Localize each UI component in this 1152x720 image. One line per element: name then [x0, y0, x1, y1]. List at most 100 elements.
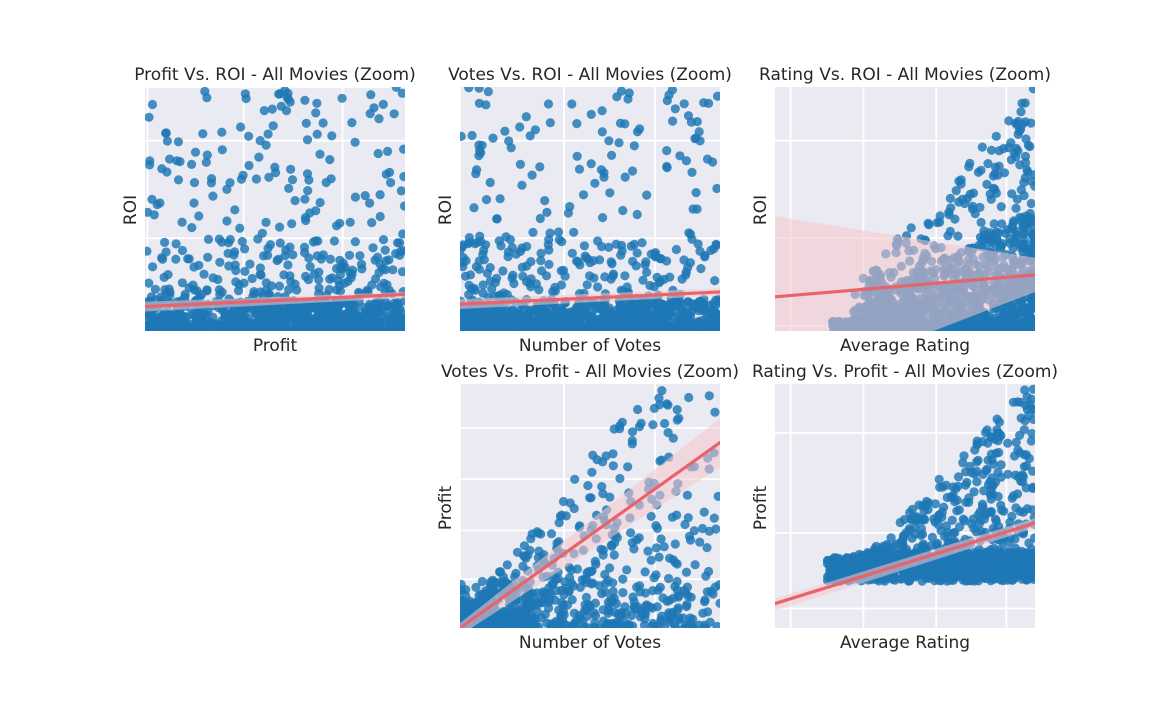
scatter-point: [364, 302, 374, 312]
scatter-point: [461, 256, 471, 266]
scatter-point: [708, 157, 718, 167]
scatter-point: [498, 266, 508, 276]
scatter-point: [214, 285, 224, 295]
scatter-point: [152, 199, 162, 210]
scatter-point: [609, 550, 619, 560]
scatter-point: [530, 125, 541, 135]
scatter-point: [146, 314, 156, 324]
scatter-point: [301, 118, 311, 128]
scatter-point: [488, 133, 498, 143]
scatter-point: [335, 255, 345, 265]
scatter-point: [688, 300, 698, 310]
scatter-point: [507, 242, 517, 253]
scatter-point: [337, 93, 347, 103]
scatter-point: [627, 166, 638, 176]
plot-area: [145, 87, 405, 331]
scatter-point: [712, 183, 720, 194]
scatter-point: [148, 262, 158, 272]
scatter-point: [557, 237, 567, 247]
scatter-point: [1020, 117, 1030, 127]
scatter-point: [499, 309, 509, 319]
scatter-point: [200, 87, 210, 96]
scatter-point: [605, 188, 615, 198]
scatter-point: [145, 112, 154, 122]
scatter-point: [674, 413, 684, 423]
scatter-point: [300, 95, 310, 105]
scatter-point: [558, 615, 568, 625]
scatter-point: [1013, 129, 1023, 139]
scatter-point: [536, 256, 546, 266]
scatter-point: [663, 428, 673, 438]
scatter-point: [544, 259, 554, 269]
scatter-point: [672, 324, 682, 331]
scatter-point: [521, 112, 531, 122]
scatter-point: [173, 175, 184, 185]
scatter-point: [484, 589, 494, 599]
scatter-point: [240, 244, 250, 254]
scatter-point: [593, 236, 603, 246]
scatter-point: [934, 474, 944, 484]
scatter-point: [146, 292, 156, 302]
scatter-point: [350, 137, 360, 147]
scatter-point: [589, 273, 599, 283]
scatter-point: [709, 513, 719, 523]
scatter-point: [962, 477, 972, 488]
scatter-point: [485, 622, 495, 628]
scatter-point: [964, 162, 974, 172]
scatter-point: [274, 89, 284, 99]
scatter-point: [986, 145, 997, 155]
scatter-point: [507, 273, 517, 283]
scatter-point: [608, 461, 618, 471]
scatter-point: [646, 511, 656, 521]
scatter-point: [486, 577, 496, 587]
scatter-point: [990, 316, 1001, 326]
scatter-point: [381, 256, 391, 266]
scatter-point: [460, 242, 467, 252]
scatter-point: [618, 574, 628, 584]
y-axis-label: ROI: [121, 195, 141, 225]
scatter-point: [525, 307, 535, 317]
scatter-point: [481, 100, 491, 110]
scatter-point: [177, 217, 187, 227]
scatter-point: [575, 325, 585, 331]
scatter-point: [344, 250, 355, 260]
scatter-point: [990, 162, 1001, 172]
scatter-point: [647, 621, 657, 628]
scatter-point: [977, 142, 987, 152]
scatter-point: [391, 301, 401, 311]
scatter-point: [665, 272, 675, 282]
scatter-point: [367, 218, 377, 228]
scatter-point: [145, 160, 155, 170]
scatter-point: [616, 87, 627, 96]
scatter-point: [397, 267, 405, 277]
scatter-point: [225, 234, 235, 245]
scatter-point: [692, 117, 702, 127]
scatter-point: [339, 322, 350, 331]
scatter-point: [667, 298, 677, 308]
scatter-point: [704, 98, 714, 108]
scatter-point: [380, 245, 390, 255]
scatter-point: [643, 546, 653, 556]
scatter-point: [581, 592, 592, 603]
scatter-point: [663, 323, 673, 331]
scatter-point: [1021, 211, 1031, 221]
scatter-point: [270, 162, 280, 172]
scatter-point: [628, 592, 638, 602]
scatter-point: [477, 576, 487, 587]
scatter-point: [399, 201, 405, 211]
scatter-points: [822, 384, 1035, 587]
scatter-point: [393, 238, 403, 248]
scatter-point: [375, 211, 385, 222]
scatter-point: [498, 609, 508, 619]
confidence-band: [460, 418, 720, 628]
scatter-point: [662, 146, 672, 156]
scatter-point: [501, 622, 511, 628]
subplot-title: Votes Vs. Profit - All Movies (Zoom): [441, 362, 739, 382]
scatter-point: [657, 386, 667, 396]
scatter-point: [554, 308, 564, 318]
scatter-point: [670, 539, 680, 549]
scatter-point: [1026, 322, 1035, 331]
scatter-point: [1021, 134, 1031, 144]
scatter-point: [582, 306, 592, 316]
scatter-point: [633, 311, 643, 321]
